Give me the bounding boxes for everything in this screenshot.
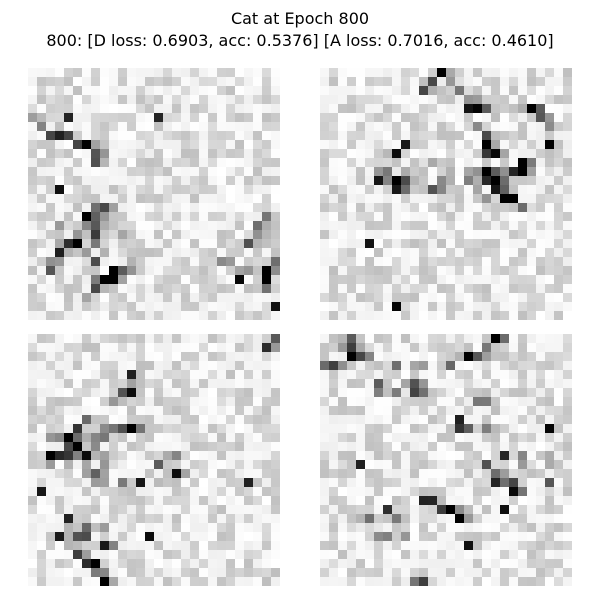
sample-image-1 [28, 68, 280, 320]
sample-image-3 [28, 334, 280, 586]
generated-sample-3 [28, 334, 280, 586]
generated-sample-4 [320, 334, 572, 586]
generated-sample-1 [28, 68, 280, 320]
generated-sample-2 [320, 68, 572, 320]
sample-image-4 [320, 334, 572, 586]
figure-subtitle-metrics: 800: [D loss: 0.6903, acc: 0.5376] [A lo… [46, 31, 554, 50]
sample-image-2 [320, 68, 572, 320]
figure-title: Cat at Epoch 800 [230, 9, 370, 28]
